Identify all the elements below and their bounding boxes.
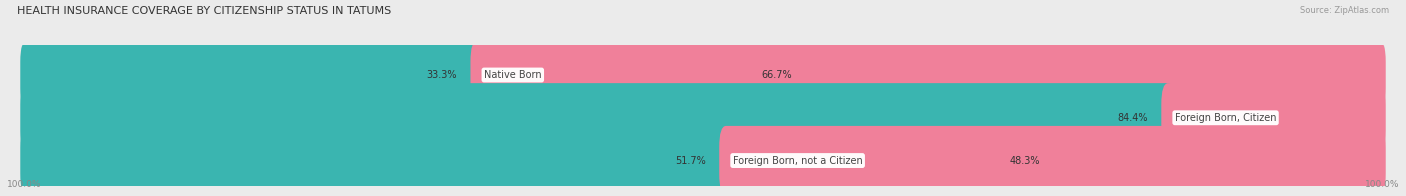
Text: Foreign Born, not a Citizen: Foreign Born, not a Citizen [733, 156, 862, 166]
Text: Source: ZipAtlas.com: Source: ZipAtlas.com [1301, 6, 1389, 15]
Text: 48.3%: 48.3% [1010, 156, 1040, 166]
Text: 100.0%: 100.0% [7, 180, 41, 189]
Text: 84.4%: 84.4% [1118, 113, 1147, 123]
Text: Native Born: Native Born [484, 70, 541, 80]
Text: 66.7%: 66.7% [761, 70, 792, 80]
Text: HEALTH INSURANCE COVERAGE BY CITIZENSHIP STATUS IN TATUMS: HEALTH INSURANCE COVERAGE BY CITIZENSHIP… [17, 6, 391, 16]
FancyBboxPatch shape [471, 40, 1386, 110]
FancyBboxPatch shape [20, 40, 1386, 111]
FancyBboxPatch shape [20, 125, 1386, 196]
Text: Foreign Born, Citizen: Foreign Born, Citizen [1175, 113, 1277, 123]
FancyBboxPatch shape [20, 83, 1175, 152]
FancyBboxPatch shape [20, 40, 1386, 110]
Text: 51.7%: 51.7% [675, 156, 706, 166]
Text: 33.3%: 33.3% [426, 70, 457, 80]
FancyBboxPatch shape [20, 83, 1386, 152]
FancyBboxPatch shape [20, 82, 1386, 154]
FancyBboxPatch shape [20, 126, 1386, 195]
FancyBboxPatch shape [720, 126, 1386, 195]
Text: 100.0%: 100.0% [1365, 180, 1399, 189]
FancyBboxPatch shape [1161, 83, 1386, 152]
FancyBboxPatch shape [20, 126, 733, 195]
FancyBboxPatch shape [20, 40, 484, 110]
